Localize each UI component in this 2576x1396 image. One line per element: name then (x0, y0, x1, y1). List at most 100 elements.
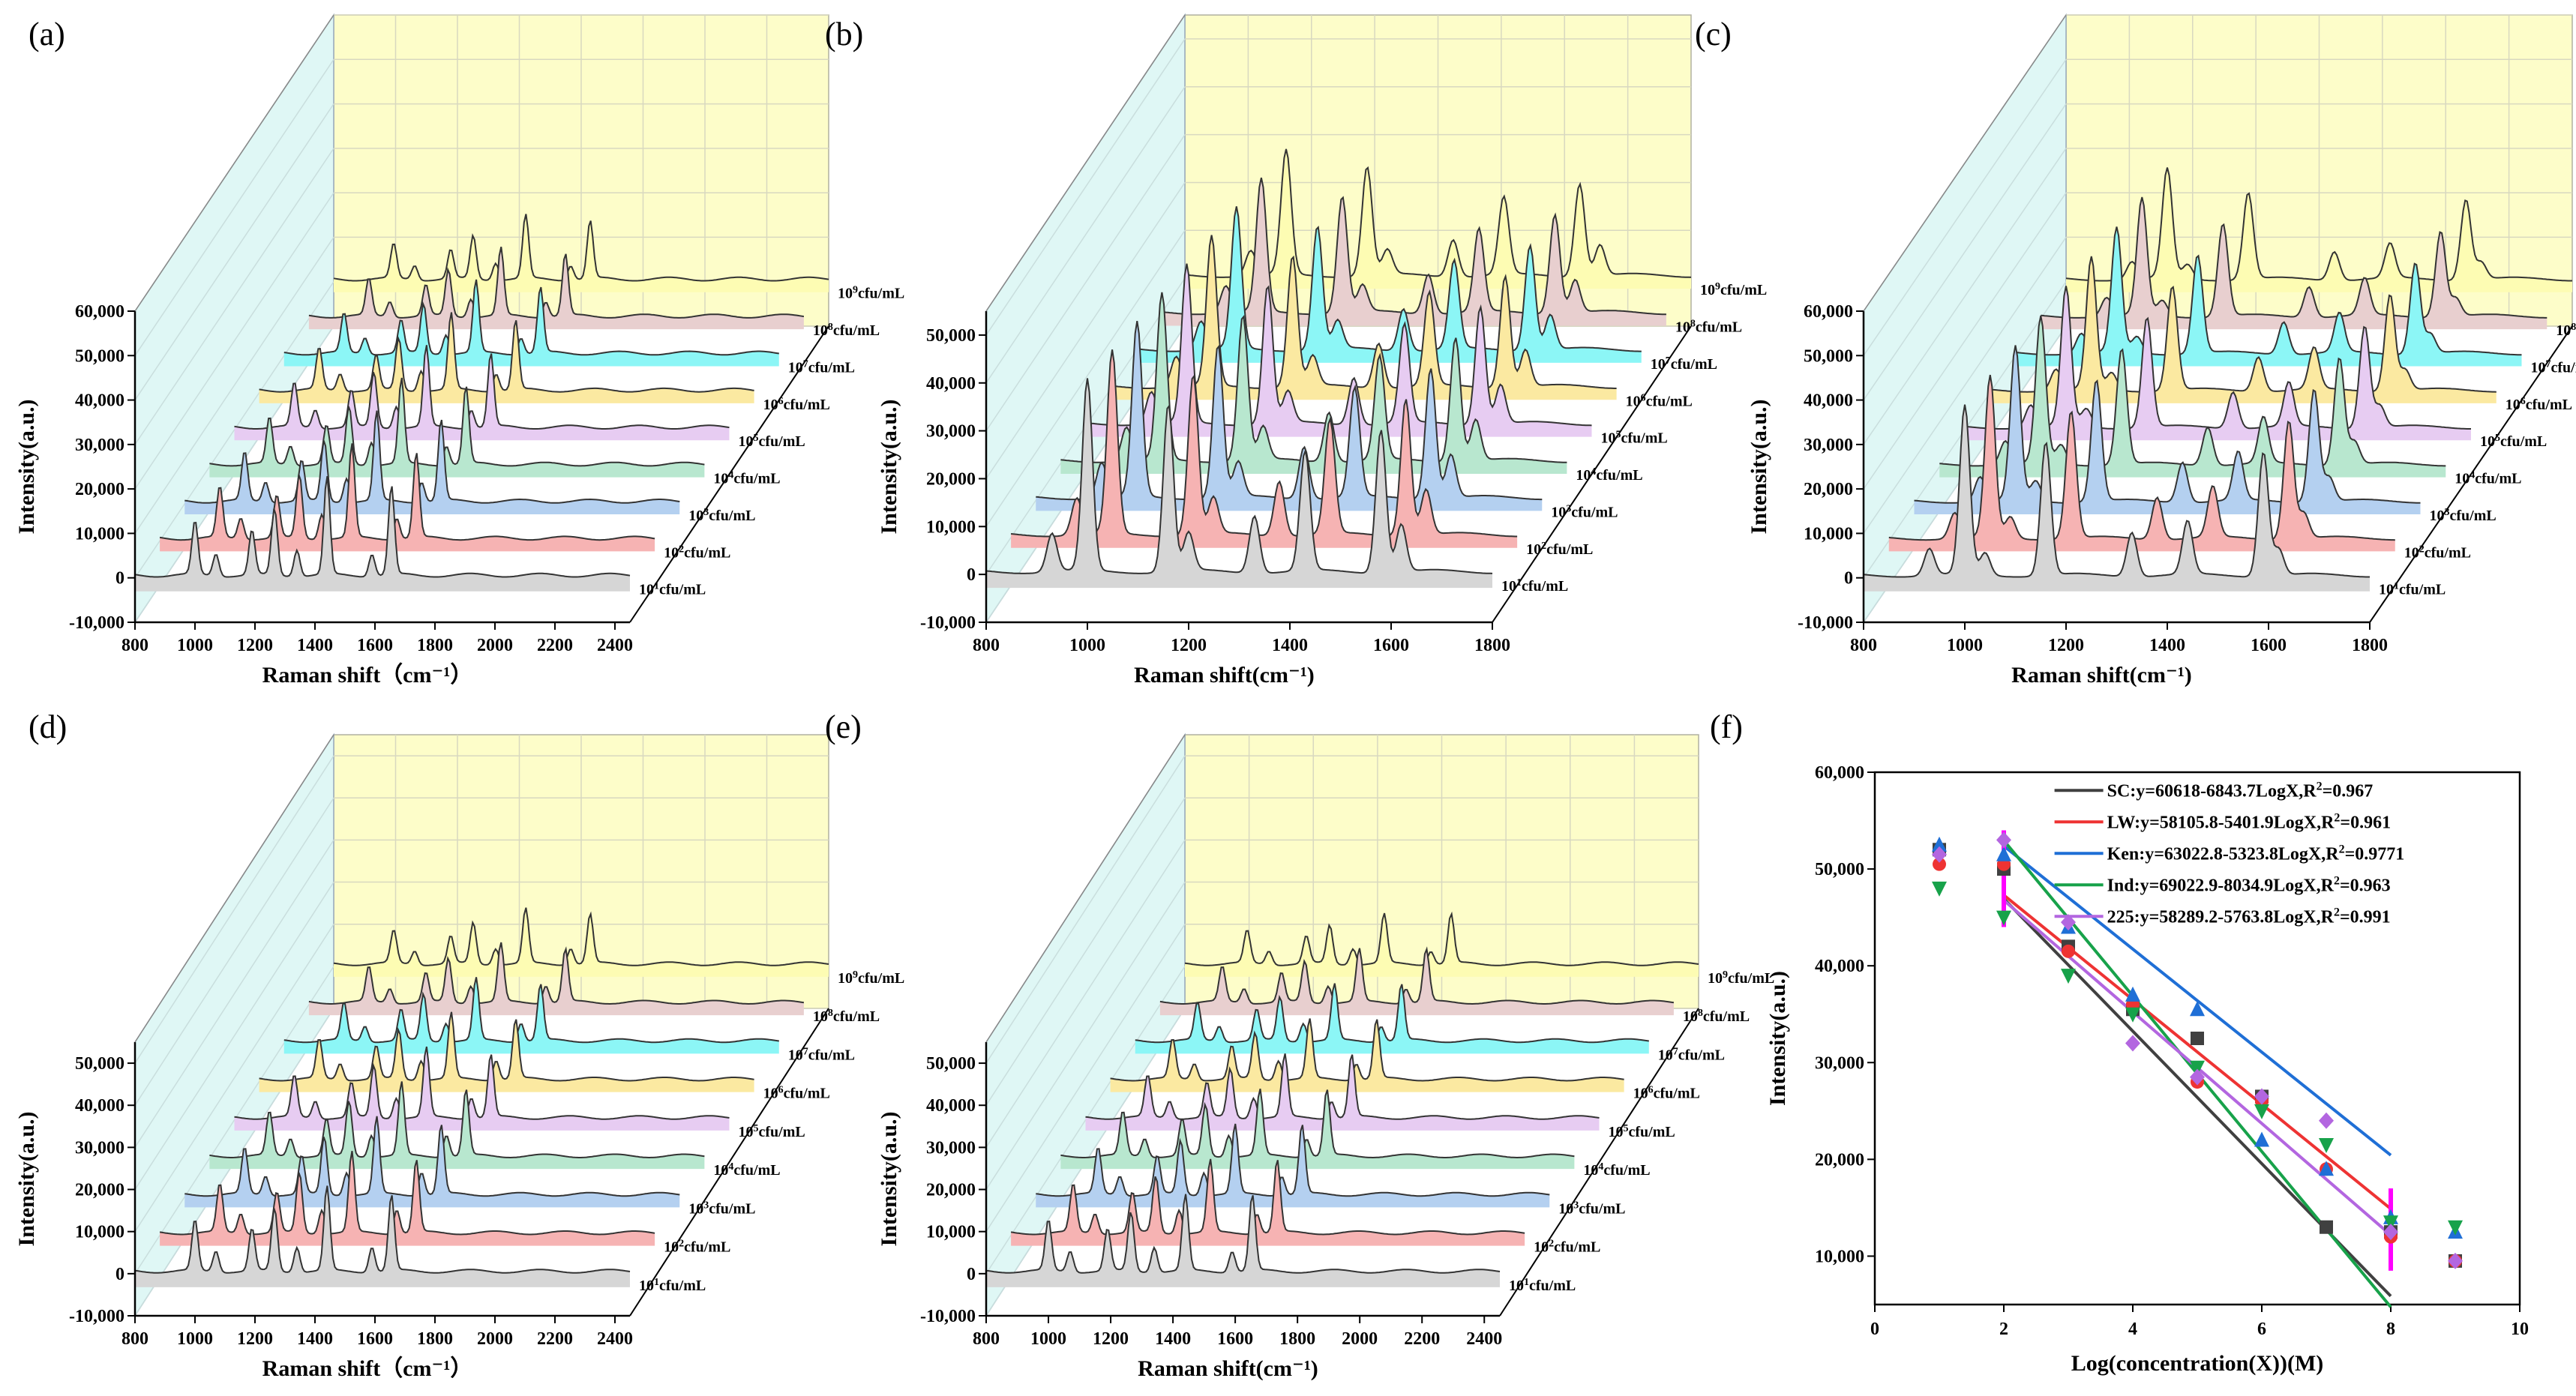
spectrum-line (259, 1011, 754, 1082)
side-grid-line (1863, 237, 2067, 534)
y-tick-label: 40,000 (1804, 391, 1853, 411)
x-axis-label: Raman shift(cm⁻¹) (1138, 1356, 1318, 1381)
y-tick-label: 40,000 (75, 391, 124, 411)
spectrum-fill (1060, 292, 1567, 475)
y-axis-label: Intensity(a.u.) (1747, 399, 1771, 534)
y-tick-label: 40,000 (926, 1096, 976, 1116)
data-point-LW (1933, 857, 1946, 871)
panel-label-a: (a) (28, 16, 65, 52)
side-grid-line (1863, 58, 2067, 356)
legend-label-Ind: Ind:y=69022.9-8034.9LogX,R2=0.963 (2107, 874, 2391, 895)
spectrum-line (134, 1185, 631, 1274)
x-tick-label: 0 (1870, 1320, 1879, 1339)
spectrum-line (333, 214, 829, 282)
spectrum-fill (1060, 1089, 1575, 1170)
y-tick-label: 50,000 (926, 1054, 976, 1074)
data-point-225 (2383, 1224, 2398, 1241)
x-axis-label: Raman shift(cm⁻¹) (1134, 663, 1315, 688)
x-tick-label: 800 (121, 636, 148, 655)
x-tick-label: 800 (1850, 636, 1877, 655)
panel-e: (e) 109cfu/mL 108cfu/mL 107cfu/mL 106cfu/mL… (825, 697, 1774, 1396)
y-axis-label: Intensity(a.u.) (14, 1111, 39, 1246)
x-tick-label: 2400 (597, 1329, 633, 1349)
x-axis-label: Raman shift(cm⁻¹) (2011, 663, 2192, 688)
data-point-Ind (1996, 910, 2011, 926)
spectrum-fill (160, 443, 655, 552)
series-label: 105cfu/mL (1609, 1123, 1675, 1140)
series-label: 103cfu/mL (688, 1200, 755, 1217)
x-tick-label: 1200 (237, 636, 273, 655)
spectrum-fill (1914, 345, 2421, 514)
series-label: 105cfu/mL (739, 1123, 805, 1140)
y-axis-label: Intensity(a.u.) (14, 399, 39, 534)
side-grid-line (134, 839, 334, 1148)
legend-label-SC: SC:y=60618-6843.7LogX,R2=0.967 (2107, 780, 2374, 801)
series-label: 108cfu/mL (1683, 1008, 1750, 1025)
x-tick-label: 800 (973, 636, 1000, 655)
series-label: 109cfu/mL (1700, 281, 1767, 298)
y-tick-label: -10,000 (920, 613, 976, 633)
x-tick-label: 1200 (237, 1329, 273, 1349)
side-grid-line (1863, 192, 2067, 490)
y-tick-label: 30,000 (1815, 1053, 1864, 1073)
legend-label-LW: LW:y=58105.8-5401.9LogX,R2=0.961 (2107, 811, 2392, 832)
data-point-Ind (2190, 1060, 2205, 1076)
y-tick-label: 30,000 (75, 436, 124, 455)
side-grid-line (985, 229, 1186, 527)
fit-line-Ken (2002, 844, 2392, 1157)
x-tick-label: 1200 (2048, 636, 2084, 655)
side-grid-line (134, 755, 334, 1064)
spectrum-fill (1085, 1053, 1600, 1131)
x-tick-label: 1400 (2149, 636, 2185, 655)
panel-label-e: (e) (825, 708, 862, 745)
y-tick-label: 10,000 (926, 517, 976, 537)
y-tick-label: 10,000 (75, 524, 124, 544)
spectrum-line (184, 1116, 680, 1197)
side-grid-line (134, 192, 334, 490)
spectrum-line (1060, 1088, 1575, 1159)
y-tick-label: -10,000 (920, 1307, 976, 1326)
x-tick-label: 2400 (597, 636, 633, 655)
spectrum-fill (1185, 148, 1691, 289)
data-point-Ken (1932, 836, 1947, 852)
data-point-Ken (1996, 846, 2011, 861)
side-grid-line (985, 182, 1186, 479)
series-label: 102cfu/mL (1534, 1239, 1600, 1256)
series-label: 107cfu/mL (2531, 358, 2576, 376)
spectrum-line (283, 279, 779, 356)
spectrum-fill (184, 410, 680, 514)
side-grid-line (134, 797, 334, 1106)
y-tick-label: 60,000 (1815, 763, 1864, 783)
x-tick-label: 1800 (417, 636, 453, 655)
top-edge (985, 734, 1186, 1043)
series-label: 106cfu/mL (763, 396, 830, 413)
series-label: 107cfu/mL (788, 1046, 855, 1063)
x-tick-label: 2200 (537, 1329, 573, 1349)
x-tick-label: 800 (121, 1329, 148, 1349)
y-tick-label: 40,000 (1815, 957, 1864, 976)
spectrum-fill (283, 279, 779, 367)
series-label: 104cfu/mL (713, 470, 780, 487)
side-grid-line (134, 148, 334, 445)
x-tick-label: 1000 (1069, 636, 1105, 655)
x-tick-label: 800 (973, 1329, 1000, 1349)
spectrum-line (1036, 1123, 1550, 1197)
top-edge (985, 14, 1186, 312)
series-label: 104cfu/mL (1576, 466, 1642, 484)
x-tick-label: 1400 (1155, 1329, 1191, 1349)
data-point-Ind (2254, 1104, 2269, 1119)
y-tick-label: 50,000 (926, 326, 976, 346)
series-label: 109cfu/mL (838, 969, 904, 987)
data-point-225 (2448, 1252, 2463, 1269)
spectrum-line (1159, 946, 1675, 1005)
data-point-Ind (2383, 1215, 2398, 1231)
y-tick-label: 0 (967, 1265, 976, 1284)
side-grid-line (1863, 148, 2067, 445)
spectrum-fill (1110, 235, 1617, 400)
chart-d: 109cfu/mL 108cfu/mL 107cfu/mL 106cfu/mL 105c… (14, 732, 904, 1381)
x-tick-label: 2000 (477, 1329, 513, 1349)
side-grid-line (1863, 103, 2067, 400)
y-tick-label: 40,000 (75, 1096, 124, 1116)
x-tick-label: 1800 (1474, 636, 1510, 655)
series-label: 102cfu/mL (664, 544, 730, 561)
